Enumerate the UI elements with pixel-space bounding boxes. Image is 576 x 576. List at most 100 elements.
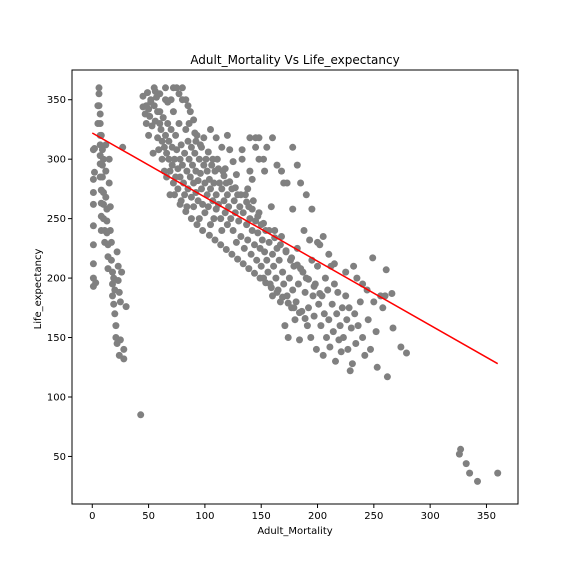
data-point [337,348,345,356]
data-point [221,165,229,173]
data-point [198,185,205,193]
data-point [176,155,184,163]
data-point [103,217,111,225]
y-axis-ticks: 50 100 150 200 250 300 350 [47,95,72,463]
data-point [244,185,252,193]
data-point [156,108,164,116]
data-point [348,360,356,368]
data-point [316,290,324,297]
data-point [228,250,236,258]
data-point [142,120,150,127]
data-point [187,193,195,201]
data-point [190,203,198,211]
data-point [98,173,106,181]
data-point [240,244,248,252]
data-point [165,137,173,145]
data-point [389,324,397,332]
data-point [388,290,396,297]
data-point [182,208,190,215]
data-point [185,120,193,127]
data-point [112,322,120,330]
data-point [209,155,217,163]
data-point [310,282,318,290]
data-point [339,334,347,341]
data-point [102,193,110,201]
data-point [292,298,300,306]
data-point [309,292,317,300]
data-point [109,292,116,300]
data-point [314,262,321,270]
data-point [120,355,128,363]
x-tick-label: 0 [89,511,95,522]
data-point [310,312,318,320]
x-tick-label: 350 [477,511,496,522]
data-point [113,248,121,256]
data-point [91,168,98,176]
data-point [186,173,194,181]
data-point [261,167,269,175]
data-point [315,300,323,308]
data-point [226,178,234,186]
data-point [351,310,359,318]
data-point [299,268,307,276]
data-point [156,120,164,127]
data-point [324,286,332,294]
data-point [306,236,314,244]
data-point [308,205,316,213]
data-point [260,155,267,163]
data-point [494,469,502,477]
y-tick-label: 300 [47,155,66,166]
data-point [262,279,270,287]
data-point [175,120,183,127]
data-point [109,268,116,276]
data-point [181,149,189,157]
data-point [330,260,338,268]
data-point [214,165,222,173]
data-point [258,236,266,244]
data-point [273,288,281,296]
data-point [372,328,380,336]
data-point [263,143,271,151]
data-point [293,161,301,169]
data-point [267,203,275,211]
data-point [182,96,190,104]
data-point [157,126,165,133]
data-point [200,161,208,169]
data-point [344,345,352,353]
data-point [105,179,113,187]
data-point [176,173,184,181]
plot-frame [71,69,519,505]
data-point [116,298,124,306]
data-point [159,114,167,122]
data-point [237,233,245,240]
data-point [106,227,114,234]
x-tick-label: 200 [308,511,327,522]
data-point [296,309,303,317]
data-point [342,292,350,300]
data-point [229,227,237,234]
data-point [207,221,214,229]
data-point [383,373,391,381]
data-point [305,275,312,283]
data-point [187,143,195,151]
data-point [232,171,240,179]
data-point [92,279,100,287]
data-point [243,221,251,229]
data-point [289,143,297,151]
data-point [230,197,238,205]
data-point [264,268,272,276]
data-point [107,256,115,264]
data-point [342,268,350,276]
data-point [237,191,245,199]
data-point [171,191,178,199]
data-point [218,185,226,193]
data-point [167,126,175,133]
data-point [116,336,124,344]
data-point [207,126,214,133]
data-point [204,148,212,156]
data-point [189,161,196,169]
data-point [289,286,297,294]
data-point [223,221,231,229]
y-tick-label: 50 [53,452,66,463]
